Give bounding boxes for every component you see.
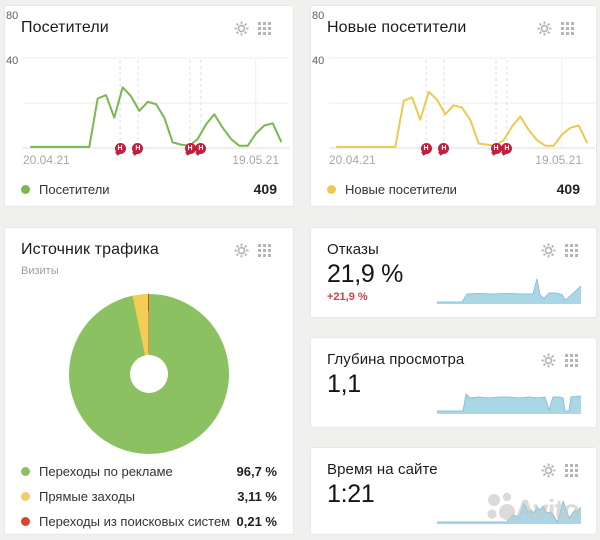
card-title: Время на сайте [327,461,438,478]
time-on-site-sparkline [437,495,582,525]
series-color-dot [21,517,30,526]
legend-label: Посетители [39,181,110,197]
settings-gear-icon[interactable] [541,353,556,368]
bounces-sparkline [437,275,582,305]
series-color-dot [21,492,30,501]
drag-handle-grid-icon[interactable] [258,244,271,257]
drag-handle-grid-icon[interactable] [565,244,578,257]
y-axis-tick-40: 40 [312,55,325,67]
legend-label: Прямые заходы [39,489,136,504]
legend-value: 409 [556,181,580,197]
traffic-source-donut-chart[interactable] [69,294,229,454]
annotation-marker[interactable]: Н [132,142,144,154]
legend-value: 3,11 % [237,489,277,504]
drag-handle-grid-icon[interactable] [565,464,578,477]
annotation-marker[interactable]: Н [501,142,513,154]
page-depth-sparkline [437,385,582,415]
settings-gear-icon[interactable] [234,21,249,36]
card-title: Источник трафика [21,241,159,258]
y-axis-tick-80: 80 [6,10,19,22]
x-axis-start-date: 20.04.21 [329,153,376,167]
legend-value: 0,21 % [236,514,277,529]
y-axis-tick-40: 40 [6,55,19,67]
x-axis-end-date: 19.05.21 [232,153,279,167]
annotation-marker[interactable]: Н [184,142,196,154]
settings-gear-icon[interactable] [234,243,249,258]
card-title: Отказы [327,241,379,258]
legend-row[interactable]: Переходы из поисковых систем 0,21 % [21,509,277,534]
legend-row[interactable]: Новые посетители 409 [327,175,580,203]
card-traffic-source: Источник трафика Визиты Переходы по рекл… [4,227,294,535]
legend-label: Новые посетители [345,181,457,197]
settings-gear-icon[interactable] [537,21,552,36]
kpi-value: 21,9 % [327,260,404,288]
card-bounces: Отказы 21,9 % +21,9 % [310,227,597,318]
drag-handle-grid-icon[interactable] [258,22,271,35]
card-subtitle: Визиты [21,265,59,277]
annotation-marker[interactable]: Н [195,142,207,154]
y-axis-tick-80: 80 [312,10,325,22]
annotation-marker[interactable]: Н [490,142,502,154]
legend-label: Переходы по рекламе [39,464,173,479]
x-axis-end-date: 19.05.21 [535,153,582,167]
card-page-depth: Глубина просмотра 1,1 [310,337,597,428]
legend-value: 96,7 % [236,464,277,479]
series-color-dot [21,184,30,194]
annotation-marker[interactable]: Н [114,142,126,154]
annotation-marker[interactable]: Н [420,142,432,154]
series-color-dot [327,184,336,194]
kpi-value: 1,1 [327,370,361,398]
series-color-dot [21,467,30,476]
annotation-marker[interactable]: Н [438,142,450,154]
drag-handle-grid-icon[interactable] [561,22,574,35]
pie-legend: Переходы по рекламе 96,7 % Прямые заходы… [21,459,277,534]
legend-label: Переходы из поисковых систем [39,514,231,529]
legend-row[interactable]: Переходы по рекламе 96,7 % [21,459,277,484]
donut-hole [130,355,168,393]
legend-value: 409 [253,181,277,197]
card-title: Глубина просмотра [327,351,465,368]
x-axis-start-date: 20.04.21 [23,153,70,167]
legend-row[interactable]: Посетители 409 [21,175,277,203]
settings-gear-icon[interactable] [541,463,556,478]
card-title: Новые посетители [327,19,467,36]
drag-handle-grid-icon[interactable] [565,354,578,367]
settings-gear-icon[interactable] [541,243,556,258]
legend-row[interactable]: Прямые заходы 3,11 % [21,484,277,509]
kpi-delta: +21,9 % [327,291,368,303]
card-time-on-site: Время на сайте 1:21 [310,447,597,535]
card-title: Посетители [21,19,109,36]
kpi-value: 1:21 [327,480,375,508]
